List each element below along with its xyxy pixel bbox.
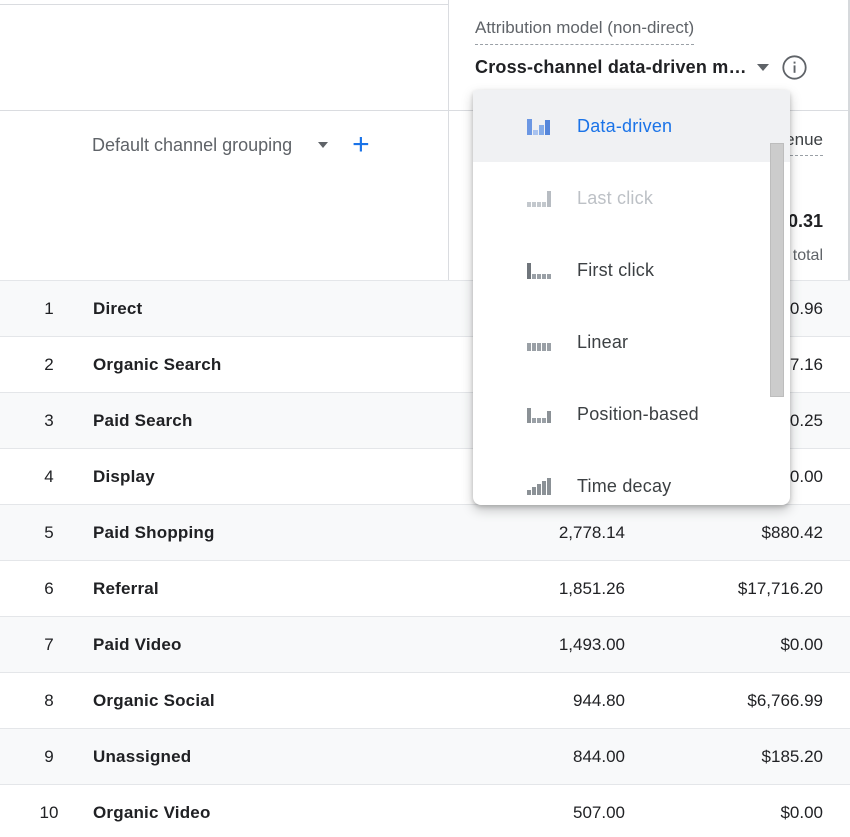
row-index: 1 xyxy=(30,281,68,336)
attribution-model-value: Cross-channel data-driven m… xyxy=(475,57,747,78)
conversions-cell: 2,778.14 xyxy=(559,505,625,560)
channel-name: Unassigned xyxy=(93,729,191,784)
revenue-cell: 0.96 xyxy=(790,281,823,336)
conversions-cell: 844.00 xyxy=(573,729,625,784)
table-row: 9 Unassigned 844.00 $185.20 xyxy=(0,728,850,784)
chevron-down-icon[interactable] xyxy=(318,142,328,148)
revenue-cell: $17,716.20 xyxy=(738,561,823,616)
menu-item-time-decay[interactable]: Time decay xyxy=(473,450,790,505)
revenue-cell: 0.00 xyxy=(790,449,823,504)
revenue-cell: 0.25 xyxy=(790,393,823,448)
menu-item-label: Time decay xyxy=(577,476,671,497)
table-row: 6 Referral 1,851.26 $17,716.20 xyxy=(0,560,850,616)
table-row: 5 Paid Shopping 2,778.14 $880.42 xyxy=(0,504,850,560)
row-index: 9 xyxy=(30,729,68,784)
data-driven-bars-icon xyxy=(527,117,551,135)
channel-name: Referral xyxy=(93,561,159,616)
row-index: 10 xyxy=(30,785,68,837)
channel-name: Paid Search xyxy=(93,393,193,448)
channel-name: Display xyxy=(93,449,155,504)
add-dimension-button[interactable]: + xyxy=(352,130,370,160)
revenue-cell: $0.00 xyxy=(780,785,823,837)
dimension-dropdown[interactable]: Default channel grouping xyxy=(92,135,292,156)
table-row: 8 Organic Social 944.80 $6,766.99 xyxy=(0,672,850,728)
revenue-cell: 7.16 xyxy=(790,337,823,392)
channel-name: Organic Search xyxy=(93,337,221,392)
row-index: 7 xyxy=(30,617,68,672)
channel-name: Organic Social xyxy=(93,673,215,728)
menu-item-last-click[interactable]: Last click xyxy=(473,162,790,234)
channel-name: Paid Video xyxy=(93,617,182,672)
row-index: 4 xyxy=(30,449,68,504)
conversions-cell: 1,493.00 xyxy=(559,617,625,672)
time-decay-bars-icon xyxy=(527,477,551,495)
position-based-bars-icon xyxy=(527,405,551,423)
row-index: 5 xyxy=(30,505,68,560)
conversions-cell: 507.00 xyxy=(573,785,625,837)
conversions-cell: 1,851.26 xyxy=(559,561,625,616)
linear-bars-icon xyxy=(527,333,551,351)
revenue-cell: $185.20 xyxy=(762,729,823,784)
info-icon[interactable] xyxy=(781,54,808,81)
menu-item-label: First click xyxy=(577,260,654,281)
first-click-bars-icon xyxy=(527,261,551,279)
table-row: 10 Organic Video 507.00 $0.00 xyxy=(0,784,850,837)
dimension-header: Default channel grouping + xyxy=(92,130,370,160)
row-index: 2 xyxy=(30,337,68,392)
channel-name: Paid Shopping xyxy=(93,505,215,560)
attribution-report-screen: Attribution model (non-direct) Cross-cha… xyxy=(0,0,850,837)
menu-item-first-click[interactable]: First click xyxy=(473,234,790,306)
last-click-bars-icon xyxy=(527,189,551,207)
revenue-cell: $0.00 xyxy=(780,617,823,672)
menu-scrollbar-thumb[interactable] xyxy=(770,143,784,397)
row-index: 8 xyxy=(30,673,68,728)
attribution-model-header: Attribution model (non-direct) Cross-cha… xyxy=(475,18,808,81)
menu-item-position-based[interactable]: Position-based xyxy=(473,378,790,450)
chevron-down-icon xyxy=(757,64,769,71)
row-index: 6 xyxy=(30,561,68,616)
top-divider xyxy=(0,4,448,5)
channel-name: Direct xyxy=(93,281,142,336)
conversions-cell: 944.80 xyxy=(573,673,625,728)
menu-item-label: Data-driven xyxy=(577,116,672,137)
attribution-model-select[interactable]: Cross-channel data-driven m… xyxy=(475,54,808,81)
row-index: 3 xyxy=(30,393,68,448)
menu-item-label: Position-based xyxy=(577,404,699,425)
attribution-model-menu: Data-driven Last click First click Linea… xyxy=(473,90,790,505)
menu-item-label: Linear xyxy=(577,332,628,353)
channel-name: Organic Video xyxy=(93,785,211,837)
revenue-cell: $880.42 xyxy=(762,505,823,560)
attribution-model-label: Attribution model (non-direct) xyxy=(475,18,694,45)
menu-item-label: Last click xyxy=(577,188,653,209)
table-row: 7 Paid Video 1,493.00 $0.00 xyxy=(0,616,850,672)
revenue-cell: $6,766.99 xyxy=(747,673,823,728)
menu-item-linear[interactable]: Linear xyxy=(473,306,790,378)
menu-item-data-driven[interactable]: Data-driven xyxy=(473,90,790,162)
